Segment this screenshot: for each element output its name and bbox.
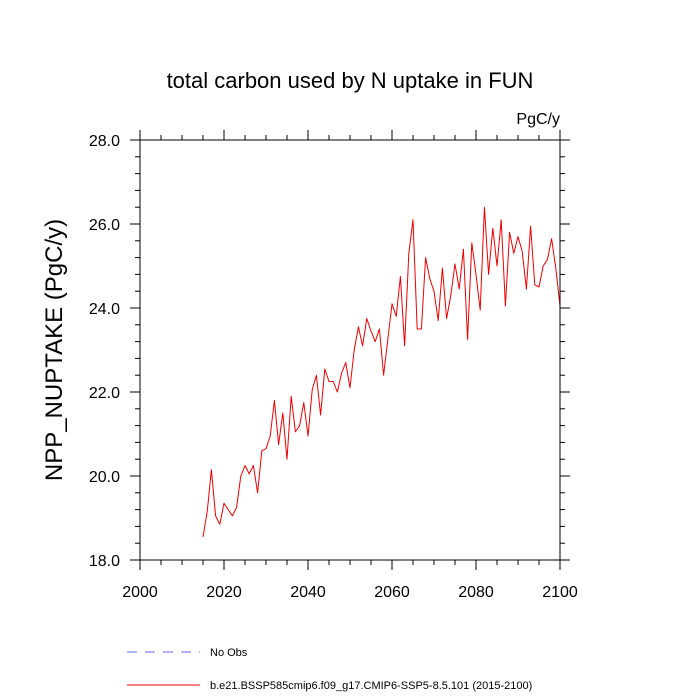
axis-ticks: 2000 2020 2040 2060 2080 2100 18.0 20.0 22.0 24.0… (89, 130, 578, 601)
x-tick-label: 2000 (122, 584, 158, 601)
chart-title: total carbon used by N uptake in FUN (167, 68, 534, 93)
x-tick-label: 2060 (374, 584, 410, 601)
y-tick-label: 28.0 (89, 133, 120, 150)
legend-label: No Obs (210, 647, 248, 659)
plot-frame (139, 139, 561, 561)
legend: No Obs b.e21.BSSP585cmip6.f09_g17.CMIP6-S… (127, 647, 532, 692)
plot-area (202, 206, 561, 537)
y-tick-label: 24.0 (89, 301, 120, 318)
series-line (202, 206, 561, 537)
y-axis-label: NPP_NUPTAKE (PgC/y) (41, 219, 68, 481)
y-tick-label: 20.0 (89, 469, 120, 486)
x-tick-label: 2080 (458, 584, 494, 601)
x-tick-label: 2020 (206, 584, 242, 601)
y-tick-label: 18.0 (89, 553, 120, 570)
x-tick-label: 2040 (290, 584, 326, 601)
legend-label: b.e21.BSSP585cmip6.f09_g17.CMIP6-SSP5-8.… (210, 680, 532, 692)
y-tick-label: 22.0 (89, 385, 120, 402)
y-tick-label: 26.0 (89, 217, 120, 234)
units-label: PgC/y (516, 111, 560, 128)
x-tick-label: 2100 (542, 584, 578, 601)
